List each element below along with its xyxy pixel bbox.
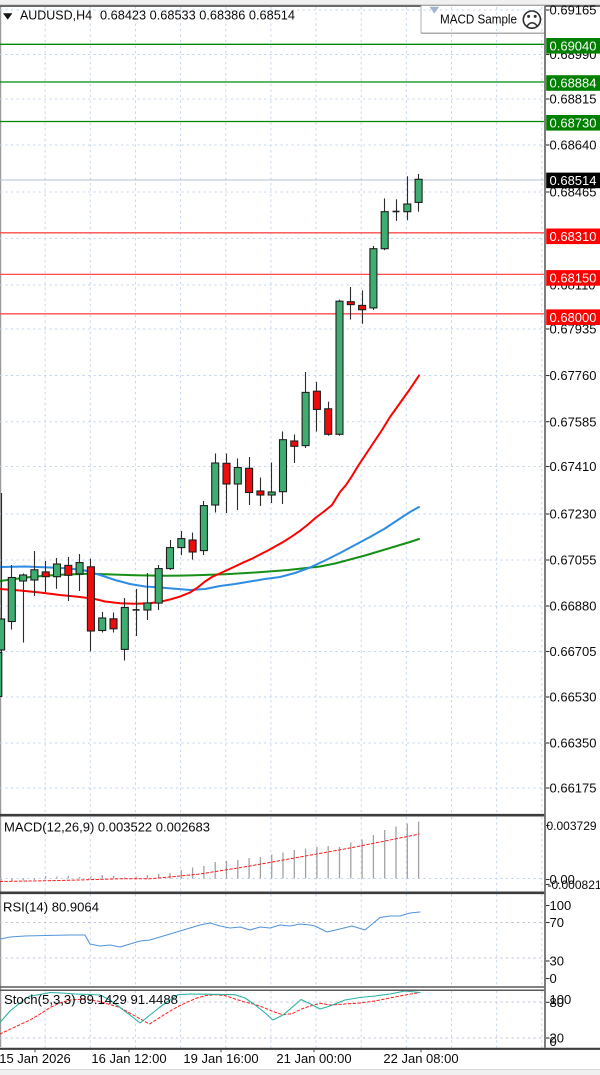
svg-text:0.68884: 0.68884	[550, 76, 597, 91]
svg-text:0.66350: 0.66350	[550, 736, 597, 751]
svg-text:0.68465: 0.68465	[550, 185, 597, 200]
svg-text:0.67585: 0.67585	[550, 414, 597, 429]
svg-text:0.68000: 0.68000	[550, 310, 597, 325]
svg-text:100: 100	[550, 898, 572, 913]
svg-text:0.67760: 0.67760	[550, 368, 597, 383]
svg-text:0.69040: 0.69040	[550, 38, 597, 53]
svg-text:0.68150: 0.68150	[550, 271, 597, 286]
svg-text:0.68423 0.68533 0.68386 0.6851: 0.68423 0.68533 0.68386 0.68514	[100, 8, 295, 23]
svg-text:0.67410: 0.67410	[550, 459, 597, 474]
svg-text:22 Jan 08:00: 22 Jan 08:00	[383, 1051, 458, 1066]
svg-text:0.69165: 0.69165	[550, 3, 597, 18]
svg-text:21 Jan 00:00: 21 Jan 00:00	[276, 1051, 351, 1066]
svg-text:80: 80	[550, 995, 564, 1010]
svg-text:19 Jan 16:00: 19 Jan 16:00	[183, 1051, 258, 1066]
svg-text:0.68640: 0.68640	[550, 138, 597, 153]
svg-text:0.67935: 0.67935	[550, 322, 597, 337]
svg-text:MACD Sample: MACD Sample	[440, 12, 517, 27]
svg-text:0.66880: 0.66880	[550, 599, 597, 614]
svg-text:RSI(14) 80.9064: RSI(14) 80.9064	[3, 900, 99, 915]
svg-text:20: 20	[550, 1031, 564, 1046]
svg-text:0: 0	[550, 971, 557, 986]
svg-text:70: 70	[550, 915, 564, 930]
svg-text:0.67230: 0.67230	[550, 507, 597, 522]
svg-text:0.68514: 0.68514	[550, 173, 597, 188]
svg-text:0.67055: 0.67055	[550, 553, 597, 568]
svg-text:0.68730: 0.68730	[550, 115, 597, 130]
svg-text:0.66705: 0.66705	[550, 644, 597, 659]
svg-text:0.00: 0.00	[550, 872, 575, 887]
svg-text:30: 30	[550, 954, 564, 969]
svg-text:Stoch(5,3,3) 89.1429 91.4488: Stoch(5,3,3) 89.1429 91.4488	[4, 992, 178, 1007]
svg-text:0.003729: 0.003729	[547, 819, 597, 833]
svg-text:0.66530: 0.66530	[550, 690, 597, 705]
svg-text:-0.000821: -0.000821	[548, 878, 600, 892]
svg-text:0.68815: 0.68815	[550, 92, 597, 107]
svg-text:0: 0	[550, 1034, 557, 1049]
svg-text:16 Jan 12:00: 16 Jan 12:00	[91, 1051, 166, 1066]
svg-text:100: 100	[550, 992, 572, 1007]
svg-text:0.66175: 0.66175	[550, 781, 597, 796]
svg-text:MACD(12,26,9) 0.003522 0.00268: MACD(12,26,9) 0.003522 0.002683	[4, 820, 210, 835]
svg-text:0.68310: 0.68310	[550, 229, 597, 244]
svg-text:AUDUSD,H4: AUDUSD,H4	[20, 8, 92, 23]
svg-text:15 Jan 2026: 15 Jan 2026	[0, 1051, 71, 1066]
